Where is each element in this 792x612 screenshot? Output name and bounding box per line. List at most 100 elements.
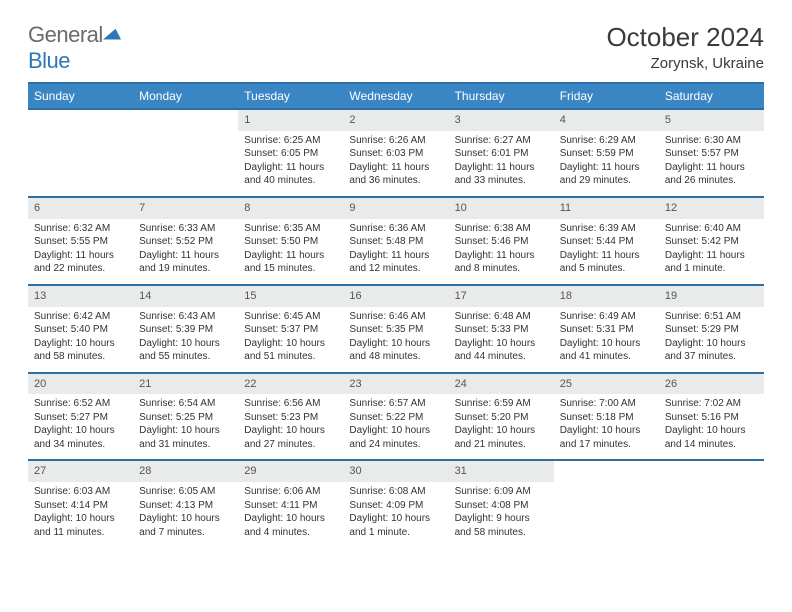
daylight-line1: Daylight: 11 hours (560, 249, 653, 263)
daylight-line1: Daylight: 10 hours (139, 337, 232, 351)
day-content-cell: Sunrise: 6:25 AMSunset: 6:05 PMDaylight:… (238, 131, 343, 197)
sunrise: Sunrise: 6:39 AM (560, 222, 653, 236)
day-number-cell: 13 (28, 285, 133, 307)
daylight-line1: Daylight: 11 hours (349, 249, 442, 263)
day-number-cell (554, 460, 659, 482)
daylight-line1: Daylight: 11 hours (560, 161, 653, 175)
daylight-line2: and 41 minutes. (560, 350, 653, 364)
day-number-cell: 24 (449, 373, 554, 395)
daylight-line2: and 17 minutes. (560, 438, 653, 452)
sunrise: Sunrise: 6:56 AM (244, 397, 337, 411)
month-title: October 2024 (606, 22, 764, 53)
sunrise: Sunrise: 6:08 AM (349, 485, 442, 499)
sunset: Sunset: 4:13 PM (139, 499, 232, 513)
sunset: Sunset: 5:22 PM (349, 411, 442, 425)
sunrise: Sunrise: 6:05 AM (139, 485, 232, 499)
day-number-cell: 27 (28, 460, 133, 482)
sunrise: Sunrise: 6:45 AM (244, 310, 337, 324)
sunset: Sunset: 5:50 PM (244, 235, 337, 249)
daylight-line1: Daylight: 10 hours (34, 424, 127, 438)
day-number-cell: 2 (343, 109, 448, 131)
daylight-line1: Daylight: 11 hours (244, 249, 337, 263)
sunset: Sunset: 6:05 PM (244, 147, 337, 161)
daylight-line1: Daylight: 10 hours (139, 424, 232, 438)
daylight-line1: Daylight: 10 hours (455, 424, 548, 438)
sunrise: Sunrise: 6:29 AM (560, 134, 653, 148)
sunset: Sunset: 5:25 PM (139, 411, 232, 425)
day-content-row: Sunrise: 6:25 AMSunset: 6:05 PMDaylight:… (28, 131, 764, 197)
sunset: Sunset: 4:11 PM (244, 499, 337, 513)
day-content-cell: Sunrise: 6:51 AMSunset: 5:29 PMDaylight:… (659, 307, 764, 373)
daylight-line2: and 36 minutes. (349, 174, 442, 188)
day-number-cell: 26 (659, 373, 764, 395)
day-number-cell (133, 109, 238, 131)
day-content-cell: Sunrise: 6:40 AMSunset: 5:42 PMDaylight:… (659, 219, 764, 285)
day-content-cell: Sunrise: 6:43 AMSunset: 5:39 PMDaylight:… (133, 307, 238, 373)
sunrise: Sunrise: 6:32 AM (34, 222, 127, 236)
day-number-cell: 1 (238, 109, 343, 131)
sunrise: Sunrise: 6:36 AM (349, 222, 442, 236)
daylight-line1: Daylight: 10 hours (34, 512, 127, 526)
sunset: Sunset: 5:20 PM (455, 411, 548, 425)
daylight-line2: and 4 minutes. (244, 526, 337, 540)
sunset: Sunset: 6:03 PM (349, 147, 442, 161)
daylight-line1: Daylight: 10 hours (349, 424, 442, 438)
daylight-line1: Daylight: 11 hours (455, 161, 548, 175)
weekday-header: Wednesday (343, 83, 448, 109)
sunset: Sunset: 5:42 PM (665, 235, 758, 249)
day-content-cell: Sunrise: 6:57 AMSunset: 5:22 PMDaylight:… (343, 394, 448, 460)
sunset: Sunset: 5:33 PM (455, 323, 548, 337)
daylight-line2: and 31 minutes. (139, 438, 232, 452)
day-content-cell: Sunrise: 6:48 AMSunset: 5:33 PMDaylight:… (449, 307, 554, 373)
sunrise: Sunrise: 6:42 AM (34, 310, 127, 324)
sunset: Sunset: 5:59 PM (560, 147, 653, 161)
day-content-cell: Sunrise: 6:09 AMSunset: 4:08 PMDaylight:… (449, 482, 554, 548)
daylight-line2: and 24 minutes. (349, 438, 442, 452)
day-number-cell: 23 (343, 373, 448, 395)
daylight-line2: and 33 minutes. (455, 174, 548, 188)
day-content-cell: Sunrise: 6:49 AMSunset: 5:31 PMDaylight:… (554, 307, 659, 373)
day-content-cell: Sunrise: 6:06 AMSunset: 4:11 PMDaylight:… (238, 482, 343, 548)
daylight-line2: and 40 minutes. (244, 174, 337, 188)
sunrise: Sunrise: 6:26 AM (349, 134, 442, 148)
day-number-cell: 30 (343, 460, 448, 482)
day-content-cell: Sunrise: 6:05 AMSunset: 4:13 PMDaylight:… (133, 482, 238, 548)
daylight-line2: and 51 minutes. (244, 350, 337, 364)
day-number-cell (28, 109, 133, 131)
day-number-cell: 22 (238, 373, 343, 395)
daylight-line1: Daylight: 10 hours (34, 337, 127, 351)
day-number-cell: 4 (554, 109, 659, 131)
daylight-line1: Daylight: 10 hours (244, 337, 337, 351)
day-content-cell: Sunrise: 6:45 AMSunset: 5:37 PMDaylight:… (238, 307, 343, 373)
sunrise: Sunrise: 6:03 AM (34, 485, 127, 499)
day-content-cell: Sunrise: 6:35 AMSunset: 5:50 PMDaylight:… (238, 219, 343, 285)
weekday-header: Friday (554, 83, 659, 109)
day-content-cell: Sunrise: 6:59 AMSunset: 5:20 PMDaylight:… (449, 394, 554, 460)
day-content-cell: Sunrise: 6:03 AMSunset: 4:14 PMDaylight:… (28, 482, 133, 548)
day-number-cell: 14 (133, 285, 238, 307)
day-number-cell: 21 (133, 373, 238, 395)
calendar-page: General Blue October 2024 Zorynsk, Ukrai… (0, 0, 792, 558)
sunrise: Sunrise: 6:49 AM (560, 310, 653, 324)
sunset: Sunset: 5:16 PM (665, 411, 758, 425)
daylight-line1: Daylight: 10 hours (455, 337, 548, 351)
daylight-line2: and 44 minutes. (455, 350, 548, 364)
sunset: Sunset: 4:09 PM (349, 499, 442, 513)
day-content-cell: Sunrise: 6:30 AMSunset: 5:57 PMDaylight:… (659, 131, 764, 197)
day-content-cell (28, 131, 133, 197)
daylight-line1: Daylight: 11 hours (139, 249, 232, 263)
daylight-line2: and 12 minutes. (349, 262, 442, 276)
day-number-cell: 11 (554, 197, 659, 219)
day-number-cell: 19 (659, 285, 764, 307)
sunrise: Sunrise: 6:35 AM (244, 222, 337, 236)
daylight-line2: and 58 minutes. (455, 526, 548, 540)
sunset: Sunset: 5:29 PM (665, 323, 758, 337)
sunrise: Sunrise: 6:33 AM (139, 222, 232, 236)
day-content-cell: Sunrise: 6:27 AMSunset: 6:01 PMDaylight:… (449, 131, 554, 197)
sunrise: Sunrise: 7:02 AM (665, 397, 758, 411)
weekday-header: Saturday (659, 83, 764, 109)
daylight-line2: and 48 minutes. (349, 350, 442, 364)
weekday-header: Thursday (449, 83, 554, 109)
day-content-cell: Sunrise: 7:02 AMSunset: 5:16 PMDaylight:… (659, 394, 764, 460)
sunrise: Sunrise: 7:00 AM (560, 397, 653, 411)
